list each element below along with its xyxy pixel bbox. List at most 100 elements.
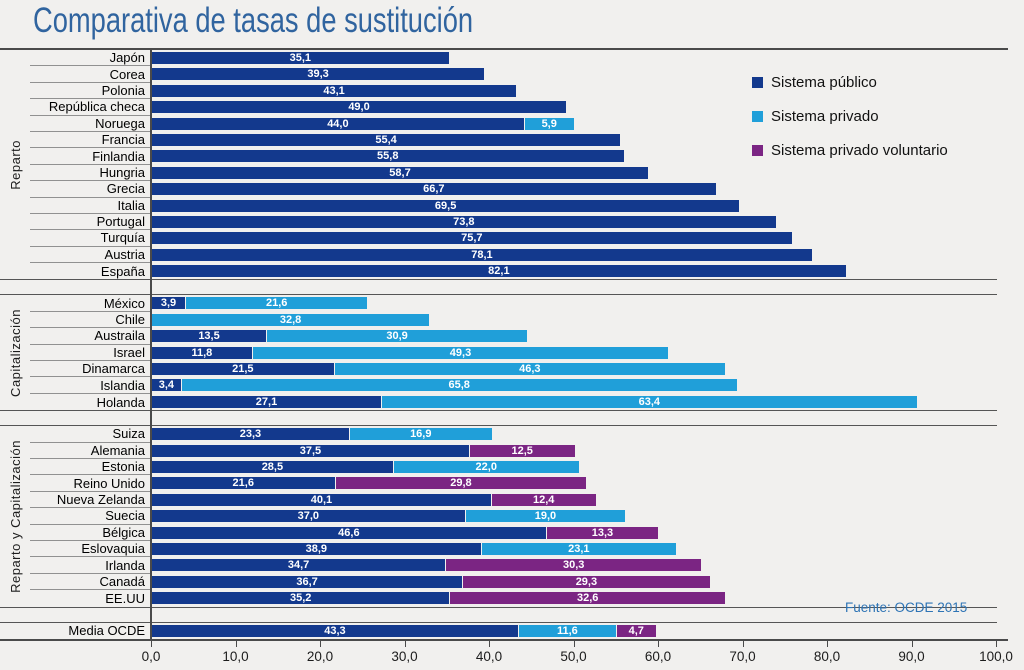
- table-row: Israel 11,8 49,3: [30, 345, 997, 362]
- bar-value-label: 35,2: [290, 592, 312, 605]
- bar-track: 44,0 5,9: [152, 116, 997, 132]
- country-label: Austraila: [30, 328, 152, 345]
- table-row: Holanda 27,1 63,4: [30, 394, 997, 410]
- table-row: Bélgica 46,6 13,3: [30, 525, 997, 541]
- bar-track: 21,5 46,3: [152, 361, 997, 377]
- bar-value-label: 21,6: [266, 297, 288, 310]
- bar-segment-publico: 23,3: [152, 428, 349, 441]
- bar-value-label: 43,3: [324, 624, 346, 637]
- country-group: Capitalización México 3,9 21,6 Chile 32,8 Aust…: [0, 294, 997, 412]
- bar-segment-privado: 49,3: [251, 346, 669, 359]
- bar-track: 36,7 29,3: [152, 574, 997, 590]
- bar-value-label: 43,1: [323, 84, 345, 97]
- tick-label: 20,0: [306, 649, 334, 664]
- country-label: Polonia: [30, 83, 152, 100]
- country-label: Finlandia: [30, 148, 152, 165]
- bar-segment-publico: 75,7: [152, 232, 792, 245]
- bar-segment-publico: 27,1: [152, 395, 381, 408]
- bar-segment-publico: 69,5: [152, 199, 740, 212]
- legend-swatch-publico-icon: [752, 77, 763, 88]
- bar-value-label: 66,7: [423, 183, 445, 196]
- bar-segment-publico: 28,5: [152, 460, 393, 473]
- bar-segment-publico: 34,7: [152, 559, 446, 572]
- bar-track: 37,5 12,5: [152, 443, 997, 459]
- bar-segment-privado: 30,9: [266, 330, 528, 343]
- bar-segment-privado: 65,8: [180, 379, 737, 392]
- table-row: Media OCDE 43,3 11,6 4,7: [30, 623, 997, 639]
- table-row: Islandia 3,4 65,8: [30, 377, 997, 394]
- bar-segment-privado: 63,4: [380, 395, 917, 408]
- bar-track: 13,5 30,9: [152, 328, 997, 344]
- legend-item-sistema-privado: Sistema privado: [752, 108, 948, 125]
- country-label: Japón: [30, 50, 152, 67]
- plot-top-border: [0, 48, 1008, 50]
- bar-track: 55,4: [152, 132, 997, 148]
- bar-track: 82,1: [152, 263, 997, 279]
- table-row: Hungria 58,7: [30, 165, 997, 182]
- bar-segment-publico: 58,7: [152, 166, 648, 179]
- tick-label: 100,0: [979, 649, 1013, 664]
- table-row: Nueva Zelanda 40,1 12,4: [30, 492, 997, 509]
- bar-value-label: 82,1: [488, 265, 510, 278]
- bar-segment-publico: 46,6: [152, 526, 546, 539]
- bar-segment-publico: 40,1: [152, 493, 491, 506]
- bar-value-label: 19,0: [534, 510, 557, 523]
- table-row: Japón 35,1: [30, 50, 997, 67]
- bar-segment-publico: 82,1: [152, 265, 846, 278]
- bar-track: 39,3: [152, 66, 997, 82]
- bar-value-label: 11,8: [191, 346, 213, 359]
- table-row: Dinamarca 21,5 46,3: [30, 361, 997, 378]
- table-row: España 82,1: [30, 263, 997, 279]
- bar-segment-publico: 21,5: [152, 363, 334, 376]
- source-note: Fuente: OCDE 2015: [845, 600, 968, 615]
- bar-value-label: 37,0: [297, 510, 320, 523]
- bar-value-label: 23,3: [239, 428, 262, 441]
- country-label: Grecia: [30, 181, 152, 198]
- table-row: Corea 39,3: [30, 66, 997, 83]
- country-label: Media OCDE: [68, 623, 145, 639]
- bar-value-label: 49,3: [449, 346, 472, 359]
- bar-segment-privado: 22,0: [392, 460, 579, 473]
- bar-segment-publico: 21,6: [152, 477, 335, 490]
- bar-segment-publico: 3,4: [152, 379, 181, 392]
- table-row: Austria 78,1: [30, 247, 997, 264]
- table-row: Francia 55,4: [30, 132, 997, 149]
- bar-track: 78,1: [152, 247, 997, 263]
- country-label: Francia: [30, 132, 152, 149]
- bar-value-label: 13,3: [591, 526, 614, 539]
- country-label: Eslovaquia: [30, 541, 152, 558]
- bar-value-label: 55,4: [375, 133, 397, 146]
- bar-value-label: 75,7: [461, 232, 483, 245]
- tick-mark: [151, 641, 152, 647]
- table-row: Polonia 43,1: [30, 83, 997, 100]
- bar-segment-voluntario: 32,6: [449, 592, 725, 605]
- bar-value-label: 35,1: [289, 52, 311, 64]
- country-label: Reino Unido: [30, 475, 152, 492]
- table-row: Irlanda 34,7 30,3: [30, 557, 997, 574]
- table-row: Turquía 75,7: [30, 230, 997, 247]
- bar-value-label: 36,7: [296, 575, 318, 588]
- tick-label: 30,0: [391, 649, 418, 664]
- tick-label: 90,0: [898, 649, 925, 664]
- tick-mark: [320, 641, 321, 647]
- bar-track: 3,4 65,8: [152, 377, 997, 393]
- bar-track: 46,6 13,3: [152, 525, 997, 541]
- table-row: Italia 69,5: [30, 198, 997, 214]
- bar-track: 66,7: [152, 181, 997, 197]
- bar-segment-privado: 46,3: [333, 363, 725, 376]
- country-label: Israel: [30, 345, 152, 362]
- bar-value-label: 4,7: [628, 624, 644, 637]
- country-group: Reparto y Capitalización Suiza 23,3 16,9 Ale…: [0, 425, 997, 608]
- table-row: Estonia 28,5 22,0: [30, 459, 997, 476]
- bar-value-label: 29,3: [575, 575, 598, 588]
- bar-segment-publico: 73,8: [152, 215, 776, 228]
- table-row: Eslovaquia 38,9 23,1: [30, 541, 997, 558]
- bar-value-label: 29,8: [450, 477, 472, 490]
- bar-segment-voluntario: 30,3: [445, 559, 702, 572]
- bar-track: 43,3 11,6 4,7: [152, 623, 997, 639]
- tick-label: 50,0: [560, 649, 587, 664]
- bar-value-label: 23,1: [568, 542, 590, 555]
- table-row: Alemania 37,5 12,5: [30, 443, 997, 459]
- group-rows: México 3,9 21,6 Chile 32,8 Austraila 13,5 30,9 I…: [30, 295, 997, 410]
- bar-value-label: 69,5: [434, 199, 457, 212]
